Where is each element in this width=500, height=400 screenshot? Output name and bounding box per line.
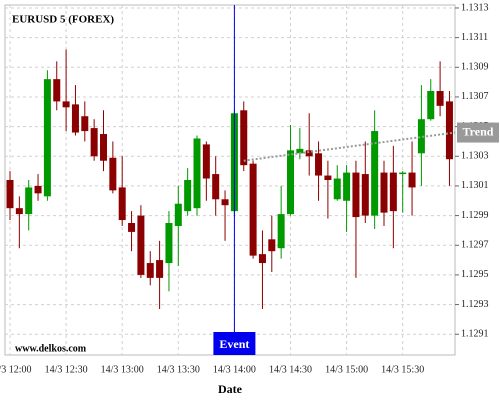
candle-body (380, 172, 388, 213)
candle-body (436, 91, 444, 106)
trend-label: Trend (463, 124, 494, 138)
candle-body (15, 208, 23, 215)
candle-body (165, 223, 173, 264)
candle-body (389, 172, 397, 212)
candle-body (193, 138, 201, 209)
event-label-box (213, 332, 256, 355)
x-tick-label: 14/3 15:30 (381, 364, 424, 375)
candle-body (399, 172, 407, 175)
candle-body (417, 119, 425, 154)
candle-body (137, 215, 145, 275)
x-tick-label: 14/3 13:30 (157, 364, 200, 375)
y-tick-label: 1.1301 (461, 180, 489, 191)
candle-body (90, 128, 98, 157)
candle-body (408, 172, 416, 188)
candle-body (118, 187, 126, 221)
event-label: Event (219, 337, 249, 351)
candle-body (445, 101, 453, 160)
candle-body (305, 150, 313, 157)
candle-body (174, 203, 182, 226)
candle-body (109, 157, 117, 191)
candle-body (333, 178, 341, 200)
candle-body (343, 172, 351, 201)
candle-body (202, 144, 210, 179)
candle-body (287, 150, 294, 215)
y-tick-label: 1.1295 (461, 269, 489, 280)
x-tick-label: 14/3 15:00 (325, 364, 368, 375)
candle-body (361, 174, 369, 216)
x-tick-label: 14/3 13:00 (101, 364, 144, 375)
candle-body (53, 79, 61, 102)
candle-body (277, 214, 285, 249)
candle-body (352, 172, 360, 218)
candle-body (25, 187, 33, 215)
candle-body (146, 263, 154, 278)
candle-body (427, 91, 435, 120)
candle-body (128, 223, 136, 232)
candle-body (156, 260, 164, 278)
y-tick-label: 1.1313 (461, 2, 489, 13)
x-axis-label: Date (218, 382, 243, 396)
trend-label-box (457, 122, 499, 143)
candle-body (81, 116, 89, 132)
y-tick-label: 1.1291 (461, 329, 489, 340)
candle-body (212, 174, 220, 200)
candle-body (34, 185, 42, 194)
y-tick-label: 1.1297 (461, 240, 489, 251)
y-tick-label: 1.1307 (461, 91, 489, 102)
candle-body (249, 163, 257, 256)
trend-line (243, 131, 456, 162)
candle-body (268, 239, 276, 252)
x-tick-label: 14/3 12:00 (0, 364, 32, 375)
candle-body (6, 180, 14, 209)
candle-body (62, 101, 70, 108)
candle-body (315, 153, 323, 176)
chart-title: EURUSD 5 (FOREX) (12, 14, 114, 26)
x-tick-label: 14/3 14:00 (213, 364, 256, 375)
candle-body (43, 79, 51, 197)
candle-body (184, 180, 192, 212)
x-tick-label: 14/3 14:30 (269, 364, 312, 375)
y-tick-label: 1.1299 (461, 210, 489, 221)
x-tick-label: 14/3 12:30 (45, 364, 88, 375)
candle-body (221, 199, 229, 206)
watermark: www.delkos.com (15, 343, 87, 354)
candle-body (258, 254, 266, 264)
candle-body (324, 175, 332, 180)
candle-body (100, 134, 107, 161)
candle-body (296, 148, 304, 154)
y-tick-label: 1.1309 (461, 62, 489, 73)
y-tick-label: 1.1293 (461, 299, 489, 310)
plot-area (4, 4, 456, 356)
y-tick-label: 1.1303 (461, 151, 489, 162)
candle-body (240, 110, 248, 166)
y-tick-label: 1.1311 (461, 32, 488, 43)
candle-body (371, 131, 379, 216)
candle-body (71, 104, 79, 133)
